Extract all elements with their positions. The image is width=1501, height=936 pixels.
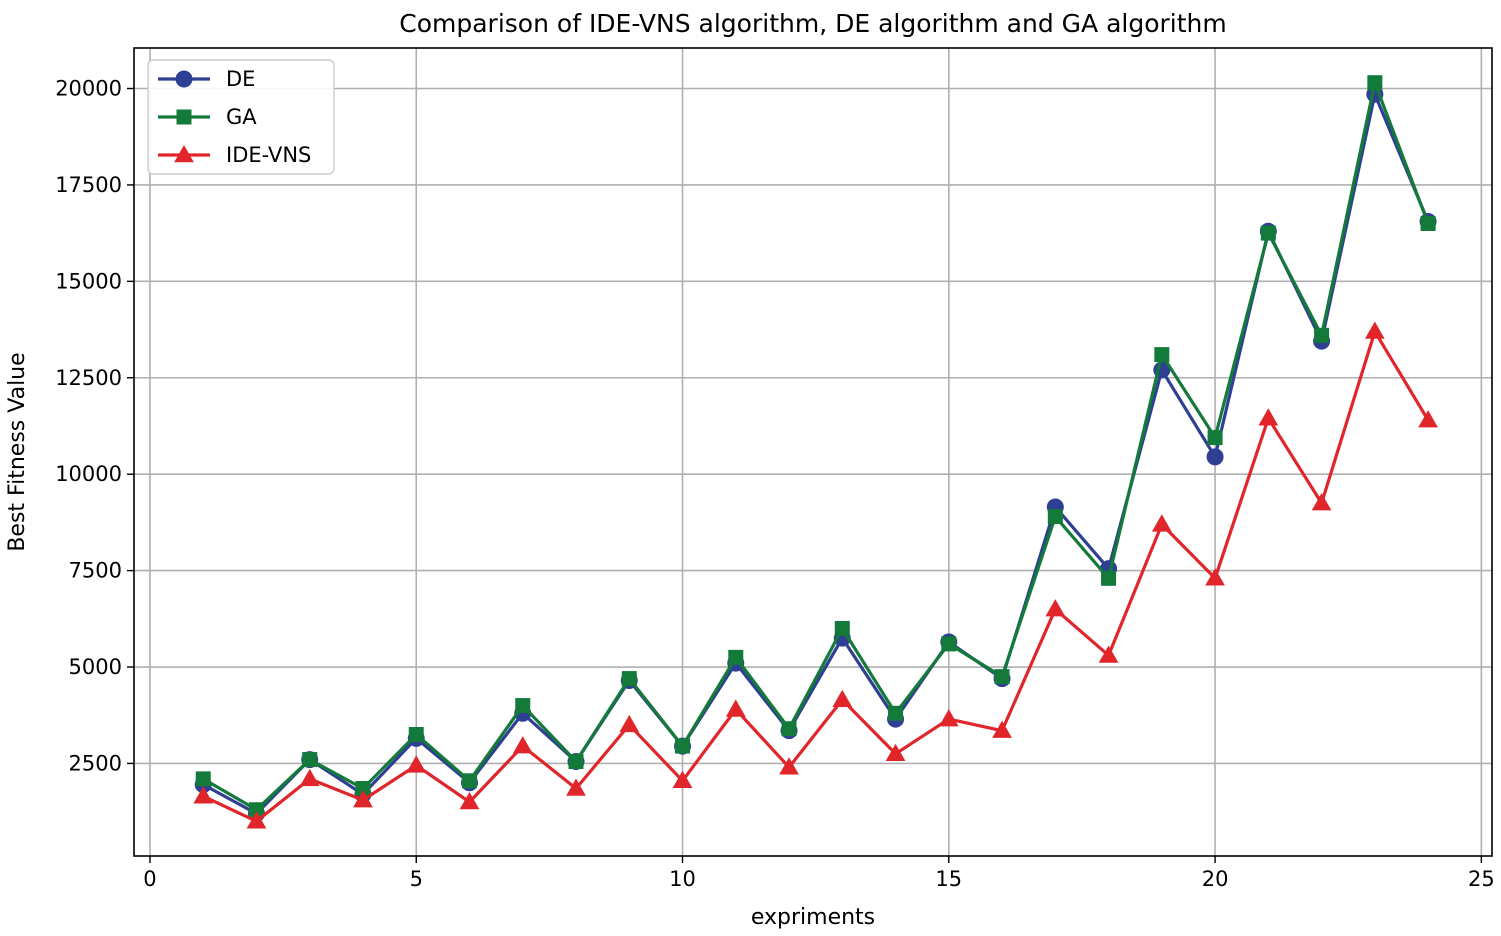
y-tick-label: 2500 <box>69 751 122 775</box>
plot-area-frame <box>133 47 1493 857</box>
data-point-ga <box>1101 570 1117 586</box>
data-point-ga <box>994 669 1010 685</box>
data-point-ide-vns <box>246 811 267 829</box>
data-point-ide-vns <box>512 736 533 754</box>
data-point-ide-vns <box>779 757 799 775</box>
series-ide-vns <box>193 321 1438 829</box>
x-tick-label: 25 <box>1468 867 1495 891</box>
legend-label: DE <box>226 67 255 91</box>
y-tick-label: 5000 <box>69 655 122 679</box>
data-point-ide-vns <box>832 689 853 708</box>
legend-marker <box>176 109 192 125</box>
data-point-ide-vns <box>725 699 746 717</box>
data-point-ide-vns <box>672 770 693 789</box>
data-point-ide-vns <box>459 791 480 810</box>
grid <box>134 48 1492 856</box>
x-tick-label: 20 <box>1202 867 1229 891</box>
legend-item-ide-vns: IDE-VNS <box>158 143 311 167</box>
x-tick-label: 15 <box>935 867 962 891</box>
y-tick-label: 15000 <box>55 269 122 293</box>
data-point-ide-vns <box>885 743 906 762</box>
y-axis: 2500 5000 7500 10000 12500 15000 17500 20000 <box>55 76 134 775</box>
y-tick-label: 7500 <box>69 559 122 583</box>
data-point-ide-vns <box>299 768 320 787</box>
data-point-ide-vns <box>1364 321 1385 339</box>
y-tick-label: 10000 <box>55 462 122 486</box>
data-point-ide-vns <box>1151 514 1172 532</box>
legend-label: GA <box>226 105 257 129</box>
data-point-de <box>1206 448 1224 466</box>
data-point-ga <box>1260 225 1276 241</box>
x-tick-label: 10 <box>669 867 696 891</box>
legend: DE GA IDE-VNS <box>147 59 335 175</box>
y-tick-label: 20000 <box>55 76 122 100</box>
data-point-ide-vns <box>353 790 373 808</box>
data-point-ga <box>408 727 424 743</box>
data-point-ide-vns <box>992 720 1012 738</box>
data-point-ga <box>1420 215 1436 231</box>
data-point-ide-vns <box>1045 599 1066 617</box>
data-point-ide-vns <box>566 778 586 796</box>
series-layer <box>193 75 1438 829</box>
series-line-ga <box>202 81 1430 812</box>
data-point-ga <box>728 649 744 665</box>
data-point-ga <box>1207 430 1223 446</box>
y-tick-label: 12500 <box>55 366 122 390</box>
data-point-ga <box>1367 75 1383 91</box>
legend-item-de: DE <box>158 67 255 91</box>
data-point-ide-vns <box>619 714 640 733</box>
legend-label: IDE-VNS <box>226 143 311 167</box>
data-point-ide-vns <box>406 755 427 773</box>
x-axis: 0 5 10 15 20 25 <box>143 856 1495 891</box>
data-point-ga <box>781 721 797 737</box>
data-point-ga <box>568 754 584 770</box>
series-line-ide-vns <box>202 329 1430 823</box>
data-point-ga <box>1154 347 1170 363</box>
legend-marker <box>174 144 194 163</box>
data-point-ga <box>462 773 478 789</box>
legend-box <box>147 59 335 175</box>
x-tick-label: 5 <box>410 867 423 891</box>
series-de <box>194 85 1437 823</box>
data-point-ga <box>1047 509 1063 525</box>
chart-title: Comparison of IDE-VNS algorithm, DE algo… <box>399 9 1226 38</box>
data-point-ga <box>195 771 211 787</box>
legend-marker <box>175 70 193 88</box>
x-axis-label: expriments <box>751 905 875 930</box>
data-point-ga <box>1314 327 1330 343</box>
y-tick-label: 17500 <box>55 173 122 197</box>
data-point-ga <box>302 752 318 768</box>
series-ga <box>195 75 1436 818</box>
data-point-ga <box>941 636 957 652</box>
data-point-ide-vns <box>1258 408 1279 426</box>
x-tick-label: 0 <box>143 867 156 891</box>
data-point-ide-vns <box>1205 568 1225 586</box>
data-point-ide-vns <box>1418 410 1438 428</box>
series-line-de <box>202 92 1430 816</box>
data-point-ga <box>888 705 904 721</box>
data-point-ide-vns <box>1311 493 1332 511</box>
data-point-ga <box>515 698 531 714</box>
data-point-ide-vns <box>938 709 959 727</box>
data-point-ga <box>675 738 691 754</box>
legend-item-ga: GA <box>158 105 257 129</box>
data-point-ide-vns <box>193 786 214 804</box>
data-point-ide-vns <box>1098 645 1119 663</box>
data-point-ga <box>834 620 850 636</box>
y-axis-label: Best Fitness Value <box>5 352 30 551</box>
data-point-ga <box>621 671 637 687</box>
